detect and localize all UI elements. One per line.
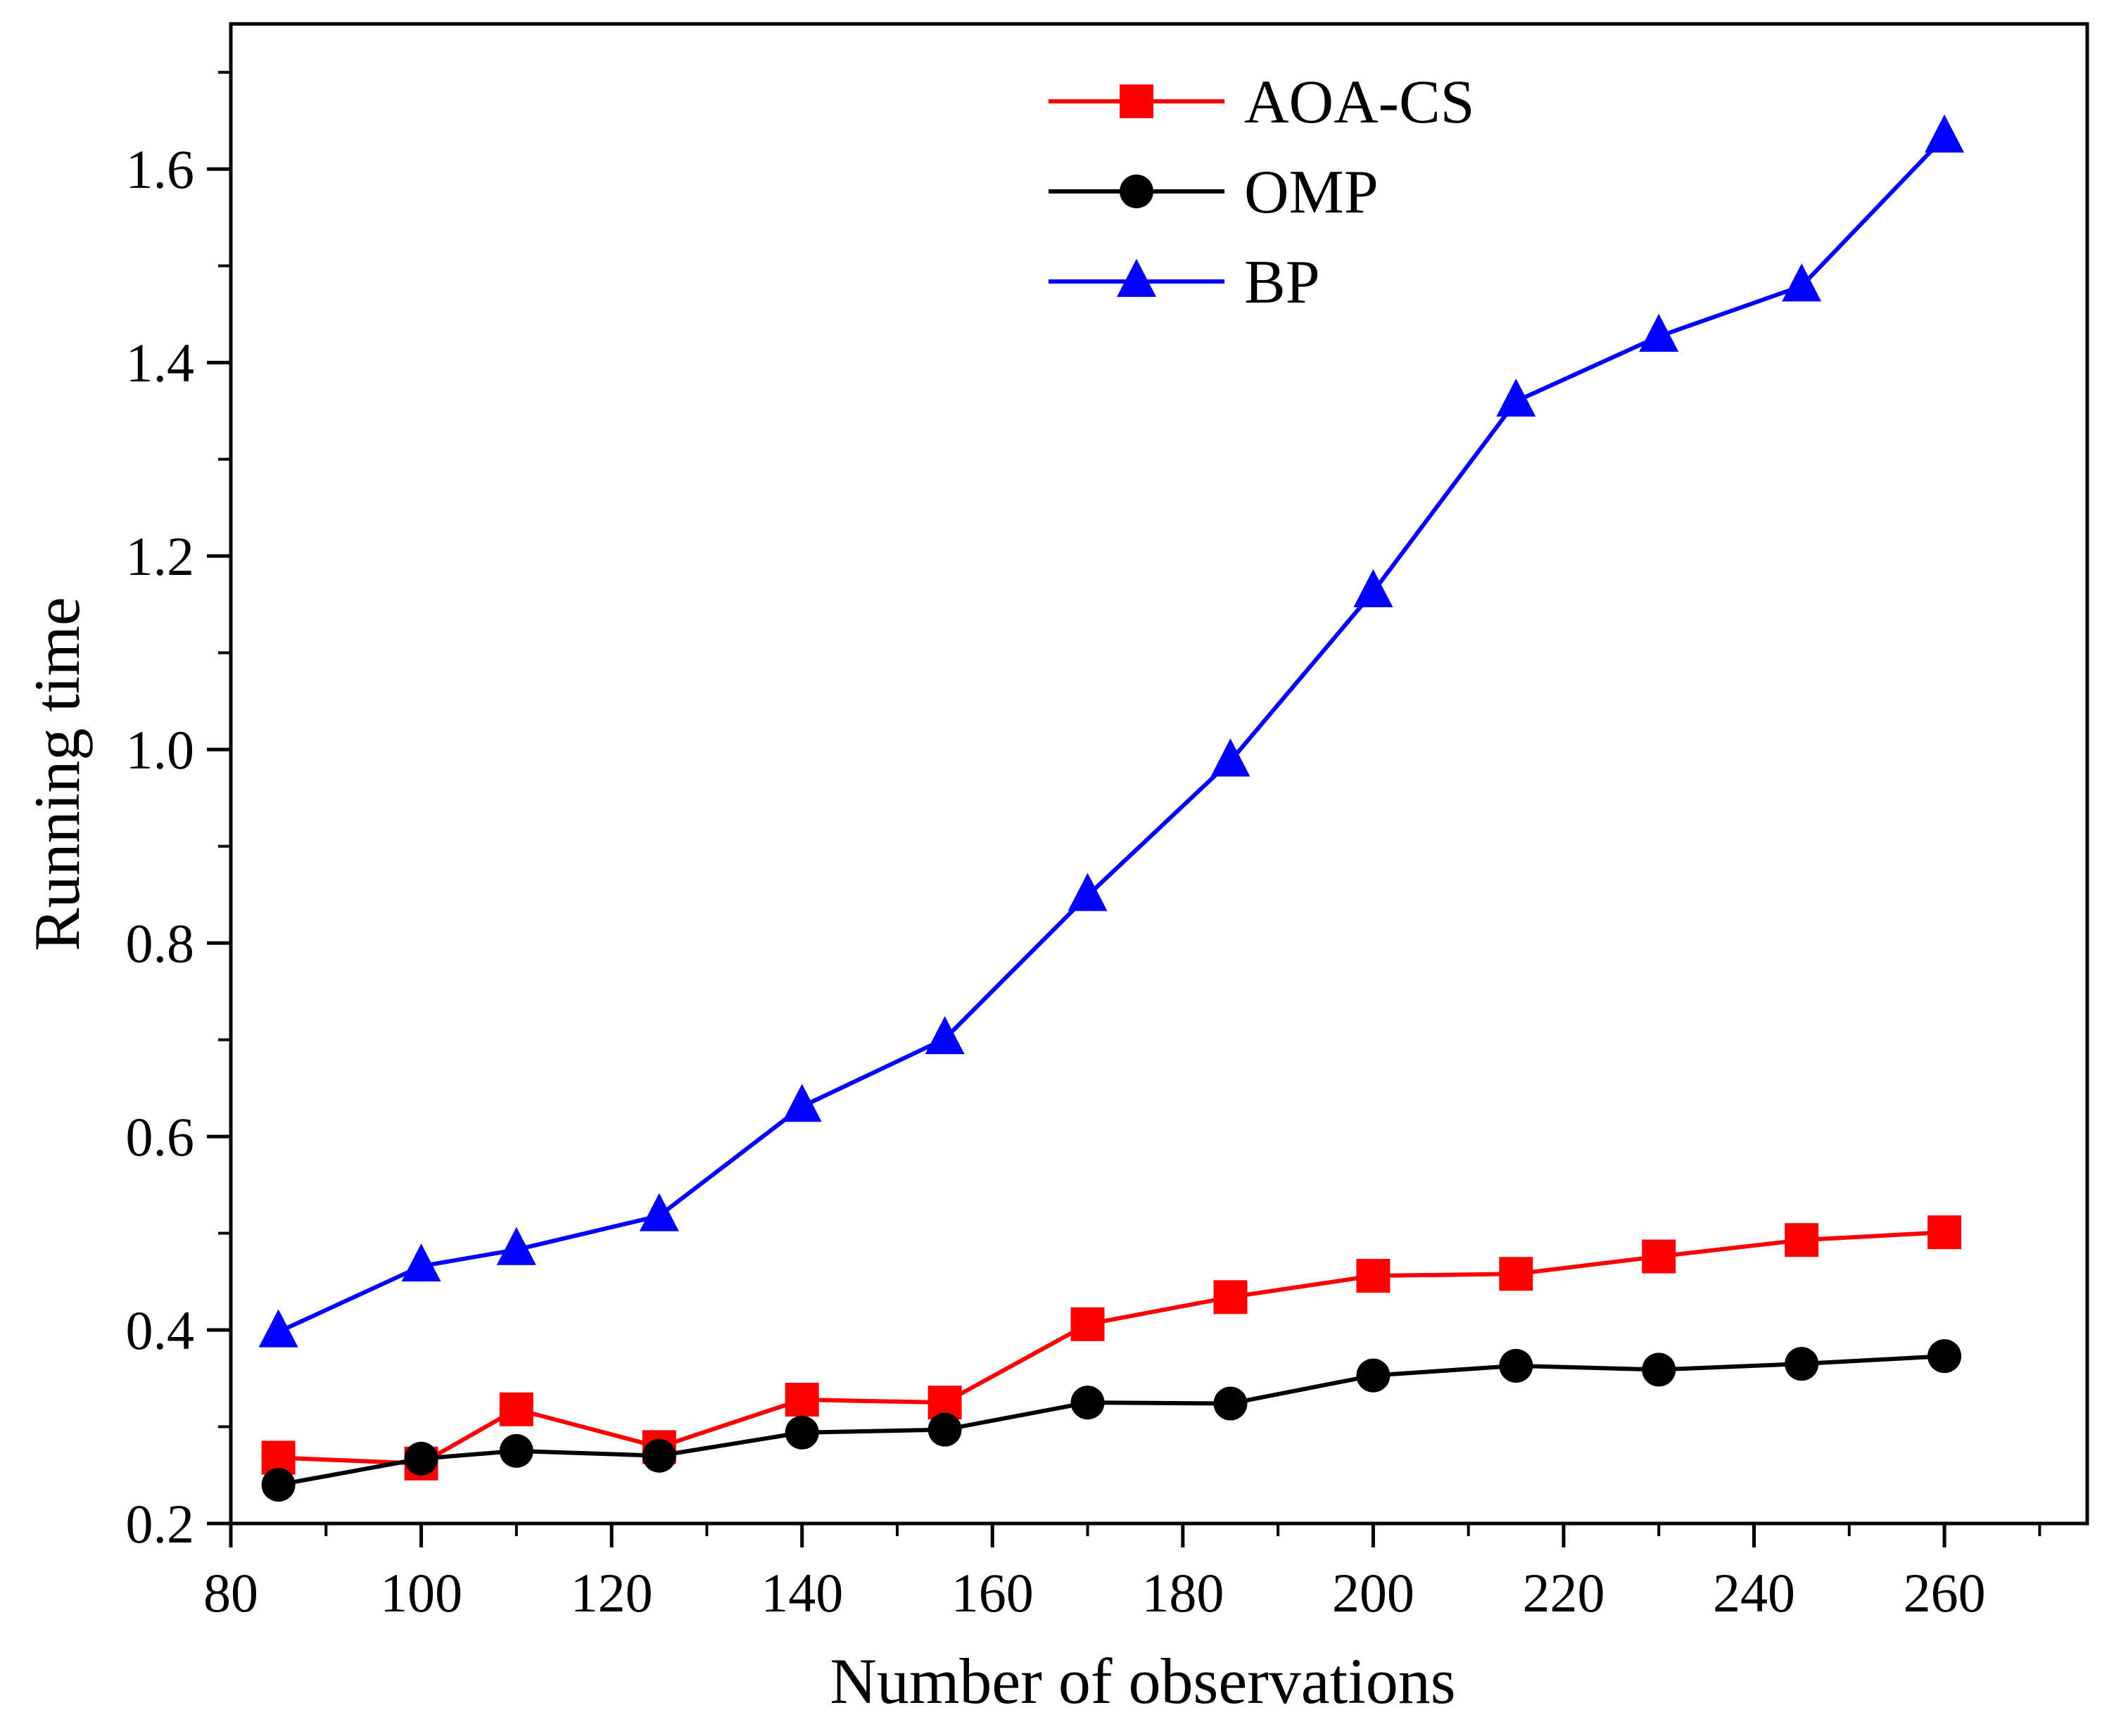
- x-tick-label: 240: [1713, 1562, 1795, 1623]
- data-point-bp: [639, 1193, 679, 1231]
- data-point-omp: [785, 1415, 819, 1450]
- data-point-bp: [1068, 873, 1108, 911]
- data-point-bp: [258, 1309, 298, 1348]
- data-point-omp: [261, 1468, 296, 1502]
- legend-item-omp: OMP: [1049, 158, 1379, 227]
- legend-item-aoa-cs: AOA-CS: [1049, 68, 1475, 137]
- data-point-bp: [1639, 313, 1679, 352]
- legend-label-omp: OMP: [1244, 158, 1379, 227]
- data-point-omp: [1356, 1358, 1391, 1393]
- data-point-aoa-cs: [499, 1392, 533, 1426]
- legend-item-bp: BP: [1049, 248, 1320, 317]
- data-point-omp: [1499, 1348, 1533, 1383]
- data-point-omp: [499, 1433, 533, 1468]
- series-layer: [258, 114, 1965, 1502]
- y-tick-label: 1.6: [126, 139, 195, 200]
- data-point-omp: [1927, 1339, 1962, 1374]
- data-point-bp: [401, 1243, 441, 1282]
- data-point-aoa-cs: [1499, 1257, 1533, 1291]
- legend-label-aoa-cs: AOA-CS: [1244, 68, 1475, 137]
- legend: AOA-CS OMP BP: [1049, 68, 1475, 317]
- y-axis-label: Running time: [21, 597, 93, 951]
- data-point-bp: [496, 1227, 536, 1265]
- series-bp: [258, 114, 1965, 1348]
- data-point-aoa-cs: [1642, 1239, 1676, 1274]
- legend-marker-omp: [1120, 175, 1153, 208]
- data-point-omp: [642, 1438, 676, 1473]
- y-tick-label: 0.4: [126, 1300, 195, 1361]
- y-tick-label: 0.6: [126, 1106, 195, 1167]
- legend-marker-bp: [1117, 258, 1156, 297]
- x-tick-label: 220: [1522, 1562, 1604, 1623]
- x-tick-label: 80: [203, 1562, 258, 1623]
- data-point-bp: [782, 1084, 822, 1122]
- x-tick-label: 260: [1904, 1562, 1986, 1623]
- y-tick-label: 1.2: [126, 526, 195, 587]
- data-point-bp: [925, 1015, 965, 1055]
- x-tick-label: 200: [1332, 1562, 1414, 1623]
- y-tick-label: 0.8: [126, 913, 195, 974]
- x-tick-label: 160: [951, 1562, 1034, 1623]
- data-point-bp: [1496, 378, 1536, 417]
- series-omp: [261, 1339, 1962, 1502]
- axes-layer: 80 100 120 140 160 180 200 220 240 260 0.2 0.4 0.6 0.…: [126, 22, 2089, 1623]
- data-point-omp: [1070, 1386, 1105, 1420]
- data-point-aoa-cs: [1785, 1223, 1819, 1257]
- x-tick-label: 100: [380, 1562, 462, 1623]
- data-point-omp: [1213, 1386, 1248, 1421]
- x-tick-label: 180: [1141, 1562, 1224, 1623]
- data-point-omp: [404, 1441, 438, 1476]
- legend-marker-aoa-cs: [1120, 84, 1153, 118]
- x-axis-label: Number of observations: [830, 1645, 1455, 1717]
- data-point-omp: [927, 1412, 962, 1447]
- data-point-aoa-cs: [1070, 1307, 1105, 1341]
- data-point-aoa-cs: [1927, 1215, 1962, 1250]
- data-point-bp: [1925, 114, 1965, 153]
- legend-label-bp: BP: [1244, 248, 1320, 317]
- data-point-bp: [1210, 738, 1251, 777]
- y-tick-label: 0.2: [126, 1493, 195, 1554]
- data-point-aoa-cs: [785, 1383, 819, 1417]
- y-tick-label: 1.0: [126, 719, 195, 780]
- x-tick-label: 120: [571, 1562, 653, 1623]
- data-point-bp: [1353, 569, 1393, 607]
- y-tick-label: 1.4: [126, 332, 195, 393]
- x-tick-label: 140: [761, 1562, 843, 1623]
- data-point-omp: [1642, 1352, 1676, 1387]
- data-point-aoa-cs: [1213, 1280, 1248, 1314]
- data-point-omp: [1785, 1347, 1819, 1381]
- data-point-bp: [1782, 263, 1822, 302]
- data-point-aoa-cs: [1356, 1259, 1391, 1293]
- plot-frame: [229, 22, 2089, 1526]
- series-line-aoa-cs: [278, 1230, 1945, 1466]
- series-line-bp: [277, 135, 1946, 1334]
